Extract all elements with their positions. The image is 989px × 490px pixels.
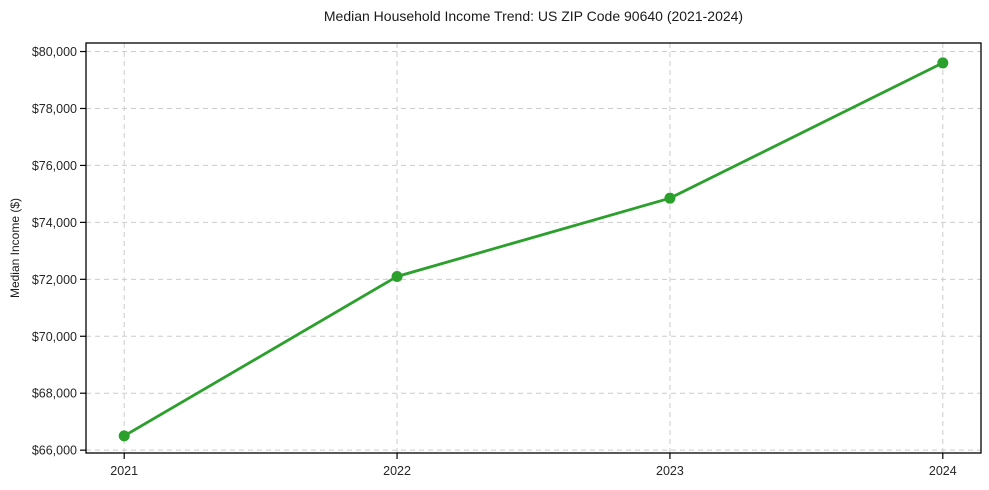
y-tick-label: $66,000 (32, 444, 77, 458)
y-tick-label: $78,000 (32, 102, 77, 116)
y-tick-label: $68,000 (32, 387, 77, 401)
trend-line (122, 61, 945, 438)
y-tick-label: $80,000 (32, 45, 77, 59)
x-tick-label: 2021 (110, 464, 138, 478)
chart-title: Median Household Income Trend: US ZIP Co… (323, 8, 744, 24)
data-point-2023 (664, 192, 676, 204)
y-tick-label: $74,000 (32, 216, 77, 230)
y-tick-label: $72,000 (32, 273, 77, 287)
x-tick-label: 2024 (929, 464, 957, 478)
data-point-2022 (391, 270, 403, 282)
y-tick-label: $70,000 (32, 330, 77, 344)
axis-frame (85, 42, 982, 454)
y-tick-label: $76,000 (32, 159, 77, 173)
x-tick-label: 2022 (383, 464, 411, 478)
x-tick-label: 2023 (656, 464, 684, 478)
data-point-2024 (937, 57, 949, 69)
data-point-2021 (118, 430, 130, 442)
